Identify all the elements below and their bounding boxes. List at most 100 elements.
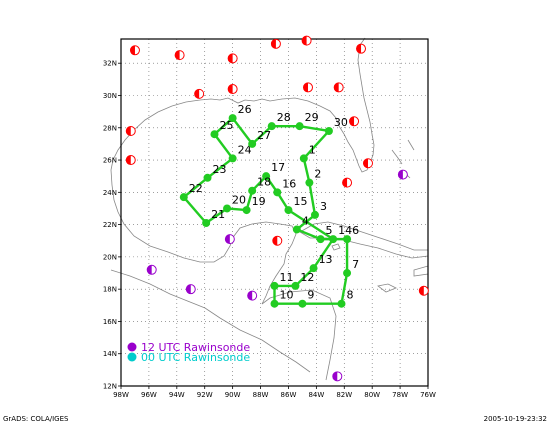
- waypoint-label: 28: [277, 111, 291, 124]
- station-12utc: [146, 264, 157, 275]
- waypoint-marker: [343, 269, 352, 278]
- waypoint-label: 19: [252, 195, 266, 208]
- lat-tick-label: 18N: [103, 286, 117, 294]
- coastlines: [110, 37, 429, 381]
- station-fill: [332, 371, 338, 381]
- lat-tick-label: 22N: [103, 221, 117, 229]
- waypoint-marker: [291, 281, 300, 290]
- station-00utc: [125, 125, 136, 136]
- lat-tick-label: 20N: [103, 253, 117, 261]
- waypoint-label: 16: [282, 177, 296, 190]
- waypoint-label: 14: [338, 224, 352, 237]
- waypoint-label: 21: [211, 208, 225, 221]
- station-fill: [303, 82, 308, 92]
- waypoint-marker: [343, 235, 352, 244]
- lon-tick-label: 90W: [225, 391, 241, 399]
- lat-tick-label: 30N: [103, 92, 117, 100]
- waypoint-marker: [295, 122, 304, 131]
- waypoint-marker: [316, 235, 325, 244]
- station-fill: [175, 50, 180, 60]
- rawinsonde-stations: [125, 35, 429, 382]
- station-fill: [186, 284, 191, 294]
- lon-tick-label: 80W: [364, 391, 380, 399]
- grid-lines: [121, 39, 428, 386]
- legend-label-00utc: 00 UTC Rawinsonde: [141, 351, 250, 364]
- waypoint-label: 4: [302, 214, 309, 227]
- station-00utc: [125, 155, 136, 166]
- lon-tick-label: 96W: [141, 391, 157, 399]
- waypoint-label: 6: [352, 224, 359, 237]
- waypoint-marker: [248, 186, 257, 195]
- waypoint-label: 11: [280, 271, 294, 284]
- waypoint-marker: [228, 154, 237, 163]
- lon-tick-label: 86W: [281, 391, 297, 399]
- station-00utc: [301, 35, 312, 46]
- station-00utc: [418, 285, 429, 296]
- legend: 12 UTC Rawinsonde 00 UTC Rawinsonde: [127, 341, 250, 364]
- legend-label-12utc: 12 UTC Rawinsonde: [141, 341, 250, 354]
- station-00utc: [362, 158, 373, 169]
- lon-tick-label: 78W: [392, 391, 408, 399]
- waypoint-label: 17: [271, 161, 285, 174]
- footer-timestamp: 2005-10-19-23:32: [484, 415, 547, 423]
- station-fill: [147, 265, 152, 275]
- waypoint-marker: [292, 225, 301, 234]
- waypoint-label: 20: [232, 193, 246, 206]
- lon-tick-label: 92W: [197, 391, 213, 399]
- station-fill: [342, 178, 348, 188]
- station-fill: [126, 155, 131, 165]
- station-00utc: [349, 116, 360, 127]
- station-fill: [228, 53, 233, 63]
- lat-tick-label: 28N: [103, 124, 117, 132]
- waypoint-marker: [298, 299, 307, 308]
- waypoint-label: 26: [238, 103, 252, 116]
- waypoint-marker: [248, 139, 257, 148]
- station-00utc: [174, 50, 185, 61]
- legend-marker-12utc: [127, 342, 137, 352]
- station-12utc: [397, 169, 408, 180]
- station-00utc: [270, 38, 281, 49]
- station-fill: [363, 158, 368, 168]
- lon-tick-label: 98W: [113, 391, 129, 399]
- lat-tick-label: 24N: [103, 189, 117, 197]
- station-00utc: [194, 88, 205, 99]
- station-fill: [302, 36, 307, 46]
- waypoint-marker: [179, 193, 188, 202]
- waypoint-marker: [210, 130, 219, 139]
- station-00utc: [227, 84, 238, 95]
- station-fill: [130, 45, 135, 55]
- waypoint-label: 18: [257, 176, 271, 189]
- footer-credit: GrADS: COLA/IGES: [3, 415, 69, 423]
- waypoint-marker: [270, 299, 279, 308]
- station-12utc: [332, 371, 343, 382]
- station-fill: [247, 291, 253, 301]
- lat-tick-label: 12N: [103, 383, 117, 391]
- station-fill: [334, 82, 339, 92]
- station-fill: [398, 170, 403, 180]
- station-00utc: [302, 82, 313, 93]
- lon-tick-label: 88W: [253, 391, 269, 399]
- waypoint-marker: [305, 178, 314, 187]
- lon-tick-label: 94W: [169, 391, 185, 399]
- waypoint-label: 22: [189, 182, 203, 195]
- waypoint-label: 3: [320, 200, 327, 213]
- waypoint-marker: [309, 264, 318, 273]
- waypoint-marker: [273, 188, 282, 197]
- station-12utc: [185, 284, 196, 295]
- waypoint-label: 5: [326, 224, 333, 237]
- waypoint-marker: [329, 235, 338, 244]
- station-fill: [356, 44, 362, 54]
- waypoint-label: 15: [293, 195, 307, 208]
- latitude-tick-labels: 12N 14N 16N 18N 20N 22N 24N 26N 28N 30N 32N: [103, 60, 121, 391]
- waypoint-label: 23: [213, 163, 227, 176]
- waypoint-marker: [324, 126, 333, 135]
- waypoint-label: 9: [307, 289, 314, 302]
- station-fill: [126, 126, 131, 136]
- waypoint-marker: [337, 299, 346, 308]
- waypoint-label: 7: [352, 258, 359, 271]
- waypoint-label: 10: [280, 289, 294, 302]
- waypoint-marker: [262, 172, 271, 181]
- station-fill: [419, 286, 424, 296]
- station-fill: [272, 236, 278, 246]
